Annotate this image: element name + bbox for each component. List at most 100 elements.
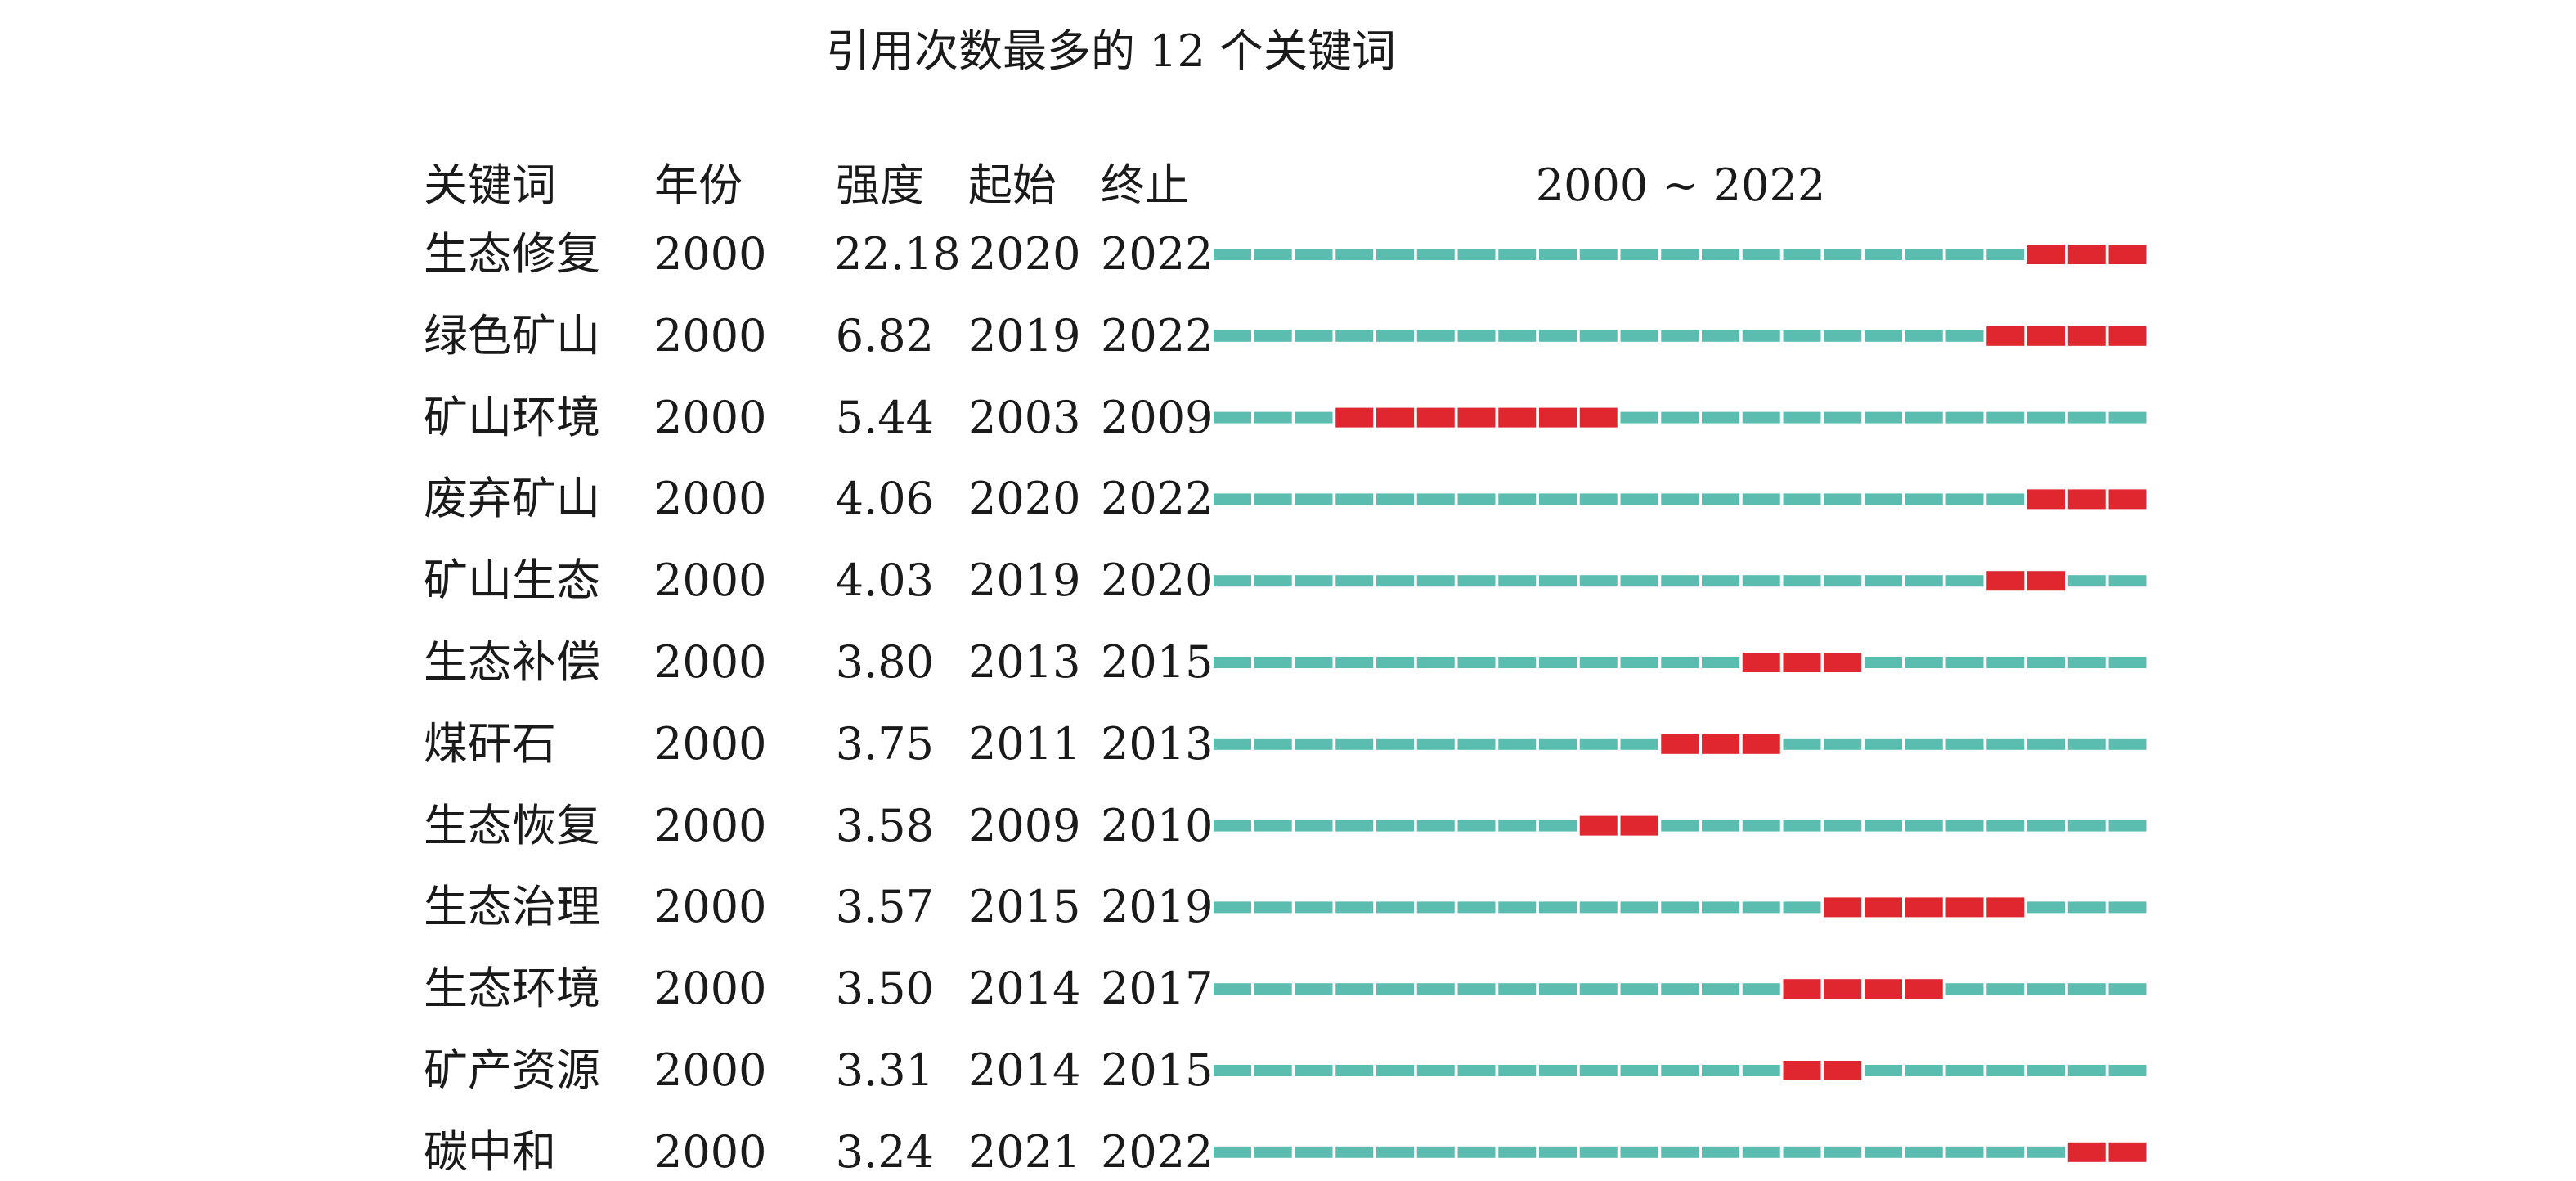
timeline-segment <box>1335 1146 1374 1158</box>
timeline-segment <box>1702 411 1739 424</box>
timeline-segment <box>1986 249 2025 260</box>
timeline-segment <box>1254 820 1292 832</box>
burst-segment <box>1865 897 1902 918</box>
timeline-segment <box>1865 1146 1902 1158</box>
header-strength: 强度 <box>836 159 924 211</box>
timeline-segment <box>1457 738 1496 750</box>
timeline-segment <box>1539 249 1577 260</box>
timeline-segment <box>1579 249 1618 260</box>
timeline-segment <box>1539 901 1577 914</box>
row-keyword: 生态治理 <box>424 881 600 933</box>
timeline-segment <box>1702 1146 1739 1158</box>
timeline-segment <box>1416 330 1455 342</box>
timeline-segment <box>1865 575 1902 587</box>
timeline-segment <box>1824 411 1862 424</box>
timeline-segment <box>2108 575 2147 587</box>
timeline-segment <box>1579 901 1618 914</box>
timeline-segment <box>1376 249 1414 260</box>
timeline-segment <box>1742 1146 1780 1158</box>
timeline-segment <box>2108 983 2147 995</box>
burst-segment <box>1376 407 1414 428</box>
timeline-segment <box>2108 657 2147 668</box>
row-strength: 6.82 <box>835 309 934 361</box>
timeline-segment <box>1742 493 1780 505</box>
timeline-segment <box>1742 249 1780 260</box>
timeline-segment <box>1457 493 1496 505</box>
chart-title: 引用次数最多的 12 个关键词 <box>826 25 1397 77</box>
timeline-segment <box>1702 1065 1739 1076</box>
timeline-segment <box>2067 657 2106 668</box>
row-keyword: 矿山环境 <box>424 391 600 443</box>
timeline-segment <box>1865 820 1902 832</box>
timeline-segment <box>1498 820 1537 832</box>
timeline-segment <box>1416 983 1455 995</box>
timeline-segment <box>1661 330 1699 342</box>
row-keyword: 生态补偿 <box>424 636 600 688</box>
timeline-segment <box>1905 575 1943 587</box>
timeline-segment <box>2027 820 2065 832</box>
header-begin: 起始 <box>968 159 1057 211</box>
timeline-segment <box>1214 983 1251 995</box>
timeline-segment <box>1539 575 1577 587</box>
timeline-segment <box>2067 738 2106 750</box>
burst-segment <box>2067 1142 2106 1162</box>
timeline-segment <box>1457 820 1496 832</box>
row-end: 2022 <box>1101 228 1214 280</box>
timeline-segment <box>1702 330 1739 342</box>
row-year: 2000 <box>654 881 767 933</box>
row-end: 2015 <box>1101 636 1214 688</box>
timeline-segment <box>1783 575 1821 587</box>
timeline-segment <box>1824 493 1862 505</box>
timeline-segment <box>1539 1065 1577 1076</box>
timeline-segment <box>1865 249 1902 260</box>
timeline-segment <box>1579 1065 1618 1076</box>
timeline-segment <box>1376 738 1414 750</box>
timeline-segment <box>1742 411 1780 424</box>
burst-segment <box>1620 815 1658 836</box>
row-year: 2000 <box>654 636 767 688</box>
timeline-segment <box>1579 657 1618 668</box>
timeline-segment <box>1416 575 1455 587</box>
timeline-segment <box>1620 411 1658 424</box>
timeline-segment <box>1498 493 1537 505</box>
row-year: 2000 <box>654 963 767 1015</box>
timeline-segment <box>1295 411 1333 424</box>
row-end: 2009 <box>1101 391 1214 443</box>
timeline-segment <box>1416 493 1455 505</box>
timeline-segment <box>1335 493 1374 505</box>
timeline-segment <box>1214 493 1251 505</box>
timeline-segment <box>1457 1146 1496 1158</box>
timeline-segment <box>1254 1065 1292 1076</box>
row-strength: 3.57 <box>835 881 934 933</box>
burst-segment <box>1783 979 1821 999</box>
burst-segment <box>1457 407 1496 428</box>
row-begin: 2009 <box>968 799 1081 851</box>
timeline-segment <box>1661 657 1699 668</box>
timeline-segment <box>1457 575 1496 587</box>
burst-segment <box>1539 407 1577 428</box>
burst-segment <box>1702 734 1739 754</box>
timeline-segment <box>1905 411 1943 424</box>
burst-segment <box>1824 979 1862 999</box>
timeline-segment <box>1742 901 1780 914</box>
row-year: 2000 <box>654 391 767 443</box>
timeline-segment <box>1661 1065 1699 1076</box>
timeline-segment <box>2067 820 2106 832</box>
timeline-segment <box>1254 575 1292 587</box>
timeline-segment <box>1254 493 1292 505</box>
timeline-segment <box>1824 738 1862 750</box>
row-begin: 2020 <box>968 473 1081 525</box>
timeline-segment <box>1498 1146 1537 1158</box>
timeline-segment <box>1214 330 1251 342</box>
timeline-segment <box>1579 493 1618 505</box>
timeline-segment <box>1254 249 1292 260</box>
timeline-segment <box>1335 820 1374 832</box>
burst-segment <box>2108 489 2147 510</box>
burst-segment <box>1905 897 1943 918</box>
burst-segment <box>1498 407 1537 428</box>
timeline-segment <box>1214 820 1251 832</box>
timeline-segment <box>1416 738 1455 750</box>
timeline-segment <box>1661 1146 1699 1158</box>
timeline-segment <box>1986 820 2025 832</box>
timeline-segment <box>1905 820 1943 832</box>
